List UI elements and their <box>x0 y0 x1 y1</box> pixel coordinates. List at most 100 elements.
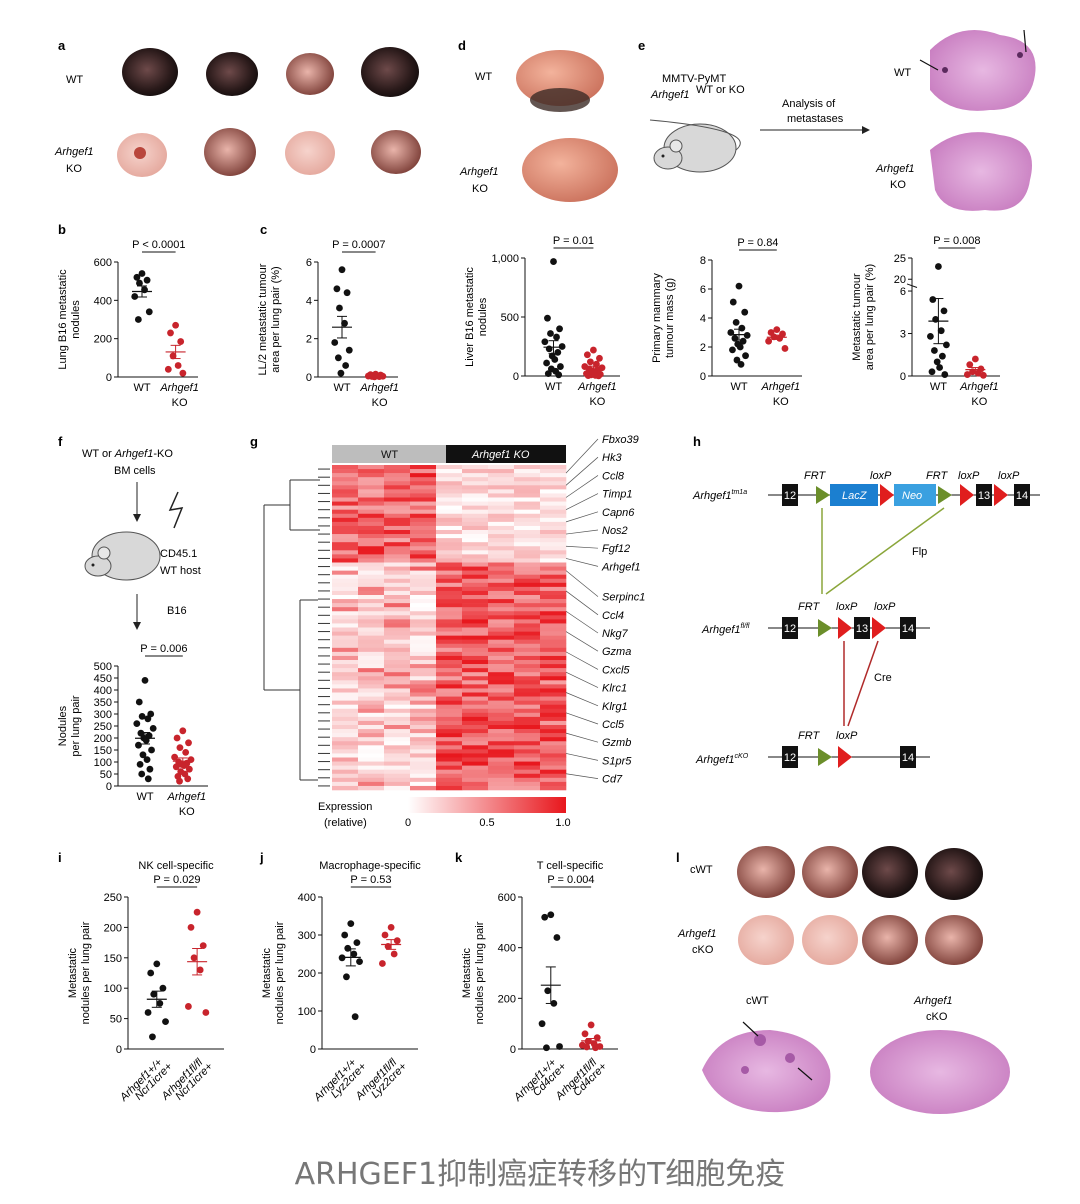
data-point-d <box>555 371 563 379</box>
heatmap-cell <box>436 696 463 701</box>
heatmap-cell <box>462 692 489 697</box>
host-label-1: CD45.1 <box>160 548 197 560</box>
heatmap-cell <box>410 493 437 498</box>
heatmap-cell <box>462 566 489 571</box>
panel-label-h: h <box>693 434 701 449</box>
heatmap-cell <box>462 725 489 730</box>
heatmap-cell <box>462 590 489 596</box>
heatmap-cell <box>384 525 411 531</box>
heatmap-cell <box>410 635 437 640</box>
heatmap-cell <box>436 635 463 640</box>
chart-mass: 0 2 4 6 8 Primary mammary tumour mass (g) P = 0… <box>651 237 802 408</box>
heatmap-cell <box>488 708 515 714</box>
heatmap-cell <box>332 509 359 515</box>
heatmap-cell <box>462 639 489 645</box>
heatmap-cell <box>410 473 437 478</box>
heatmap-cell <box>384 558 411 563</box>
heatmap-cell <box>410 595 437 600</box>
data-point-b <box>143 276 151 284</box>
heatmap-cell <box>332 465 359 470</box>
heatmap-cell <box>358 599 385 604</box>
heatmap-cell <box>514 769 541 775</box>
frt-label-2: FRT <box>926 470 948 482</box>
heatmap-dendrogram <box>263 468 330 787</box>
panel-label-k: k <box>455 850 463 865</box>
heatmap-cell <box>358 737 385 742</box>
heatmap-cell <box>514 603 541 608</box>
heatmap-cell <box>436 534 463 539</box>
heatmap-cell <box>358 708 385 714</box>
heatmap-cell <box>436 785 463 791</box>
heatmap-cell <box>540 590 567 596</box>
heatmap-cell <box>514 716 541 722</box>
heatmap-cell <box>436 578 463 584</box>
chart-i: i NK cell-specific 0 50 100 150 200 250 Metastat… <box>58 850 224 1104</box>
heatmap-cell <box>332 785 359 791</box>
data-point-i <box>199 942 207 950</box>
heatmap-cell <box>332 505 359 510</box>
heatmap-cell <box>540 530 567 535</box>
heatmap-cell <box>462 781 489 787</box>
data-point-i <box>153 960 161 968</box>
heatmap-cell <box>436 765 463 770</box>
heatmap-cell <box>488 562 515 567</box>
data-point-area <box>933 358 941 366</box>
heatmap-cell <box>488 643 515 649</box>
row-label-ko: KO <box>66 163 82 175</box>
heatmap-cell <box>358 489 385 494</box>
heatmap-cell <box>462 684 489 689</box>
heatmap-cell <box>384 473 411 478</box>
data-point-i <box>144 1009 152 1016</box>
heatmap-cell <box>540 603 567 608</box>
heatmap-cell <box>514 542 541 547</box>
heatmap-cell <box>540 615 567 620</box>
heatmap-cell <box>410 505 437 510</box>
heatmap-cell <box>332 542 359 547</box>
exon-14-label: 14 <box>1016 490 1028 502</box>
heatmap-cell <box>540 749 567 754</box>
heatmap-cell <box>436 753 463 758</box>
heatmap-cell <box>358 668 385 673</box>
category-label-d: Arhgef1 <box>577 381 617 393</box>
heatmap-cell <box>540 481 567 486</box>
chart-title-i: NK cell-specific <box>138 860 214 872</box>
heatmap-cell <box>462 509 489 515</box>
category-label-area: Arhgef1 <box>959 381 999 393</box>
heatmap-cell <box>332 550 359 555</box>
heatmap-cell <box>358 481 385 486</box>
data-point-d <box>596 354 603 362</box>
heatmap-cell <box>358 473 385 478</box>
data-point-k <box>543 1044 550 1052</box>
heatmap-cell <box>358 611 385 616</box>
gene-label: Nkg7 <box>602 628 629 640</box>
gene-label: Serpinc1 <box>602 592 645 604</box>
heatmap-cell <box>462 753 489 758</box>
pvalue-c: P = 0.0007 <box>332 239 385 251</box>
heatmap-cell <box>332 712 359 718</box>
heatmap-cell <box>332 716 359 722</box>
heatmap-cell <box>488 590 515 596</box>
heatmap-cell <box>488 497 515 502</box>
heatmap-cell <box>540 716 567 722</box>
neo-label: Neo <box>902 490 922 502</box>
heatmap-cell <box>488 566 515 571</box>
heatmap-cell <box>436 725 463 730</box>
category-label-b: KO <box>172 397 188 409</box>
heatmap-cell <box>410 737 437 742</box>
lung-image-cwt-3 <box>862 846 918 898</box>
y-axis-label-area: Metastatic tumour <box>851 273 863 361</box>
heatmap-cell <box>488 696 515 701</box>
legend-tick-05: 0.5 <box>479 817 494 829</box>
heatmap-cell <box>358 672 385 677</box>
y-tick-label-b: 0 <box>106 372 112 384</box>
heatmap-cell <box>358 716 385 722</box>
heatmap-cell <box>514 469 541 474</box>
data-point-d <box>544 370 552 378</box>
heatmap-cell <box>462 668 489 673</box>
heatmap-cell <box>410 753 437 758</box>
heatmap-cell <box>488 505 515 510</box>
heatmap-cell <box>410 586 437 592</box>
heatmap-cell <box>384 643 411 649</box>
heatmap-cell <box>384 627 411 632</box>
